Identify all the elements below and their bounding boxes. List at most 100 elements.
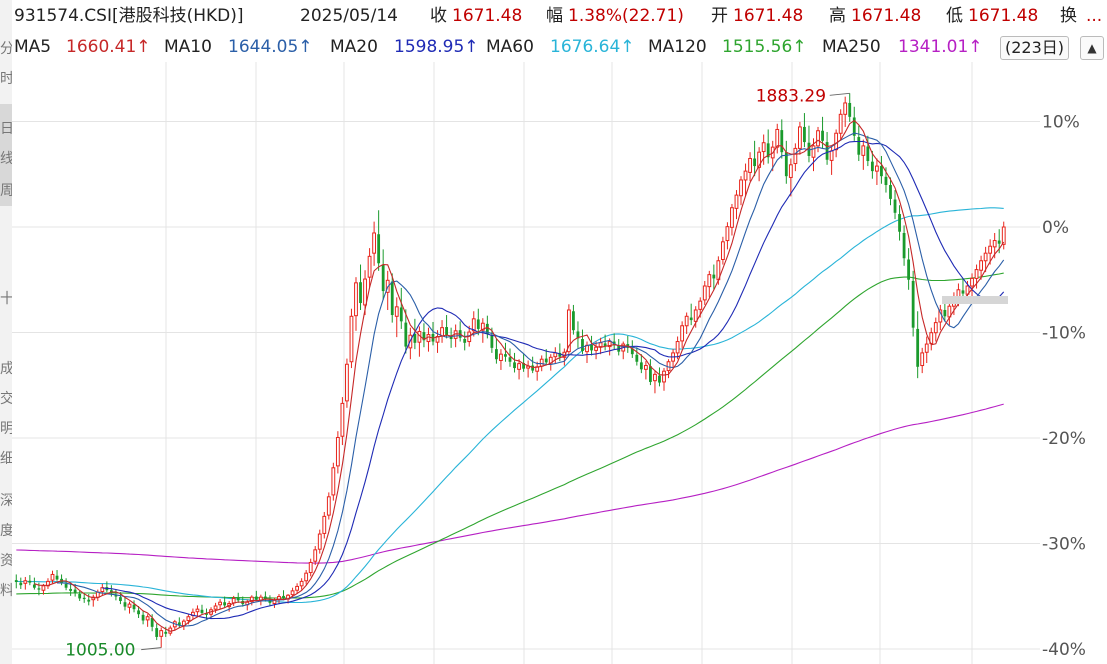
candle-body-up <box>970 277 974 287</box>
candle <box>195 605 200 617</box>
candle-body-up <box>313 549 318 562</box>
candle <box>924 336 929 364</box>
candle <box>326 492 331 520</box>
ma120-line <box>16 272 1004 599</box>
turnover-label: 换 <box>1060 6 1077 26</box>
candle <box>445 315 448 339</box>
candle-body-down <box>531 365 535 371</box>
candle-body-down <box>997 240 1001 244</box>
candle <box>322 511 327 539</box>
left-toolbar-glyph[interactable]: 度 <box>0 523 12 539</box>
candle-body-up <box>363 278 367 306</box>
left-toolbar-glyph[interactable]: 深 <box>0 493 12 509</box>
candle-body-down <box>513 362 516 369</box>
left-toolbar-glyph[interactable]: 交 <box>0 391 12 407</box>
candle <box>263 591 267 602</box>
candle-body-up <box>290 590 295 596</box>
ma60-value: 1676.64↑ <box>550 37 635 57</box>
candle <box>440 320 444 343</box>
candle-body-down <box>961 290 965 294</box>
candle <box>947 302 952 326</box>
low-value: 1671.48 <box>968 6 1039 26</box>
candle <box>585 341 589 364</box>
candle-body-down <box>282 595 285 599</box>
candle-body-up <box>974 269 979 279</box>
candle-body-down <box>916 328 920 367</box>
candle <box>684 312 689 334</box>
candle-body-down <box>150 618 154 627</box>
candle-body-down <box>123 602 127 607</box>
candle-body-up <box>322 515 327 534</box>
period-days-button[interactable]: (223日) <box>1000 36 1070 60</box>
candle <box>793 143 798 172</box>
ma250-polyline <box>16 403 1004 564</box>
candle <box>50 570 55 584</box>
candle-body-down <box>413 333 417 343</box>
candle-body-up <box>734 194 739 209</box>
candle <box>693 306 698 328</box>
candle <box>78 590 82 601</box>
candle <box>852 106 856 141</box>
candle <box>495 339 498 364</box>
candle-body-down <box>572 311 575 331</box>
candle <box>394 297 399 338</box>
y-tick-label: 0% <box>1042 218 1069 238</box>
left-toolbar-glyph[interactable]: 分 <box>0 41 12 57</box>
left-toolbar-glyph[interactable]: 十 <box>0 291 12 307</box>
left-toolbar-strip[interactable]: 分 时 日 线 周 十 成 交 明 细 深 度 资 料 <box>0 0 12 664</box>
left-toolbar-highlight <box>0 104 12 206</box>
more-fields[interactable]: ... <box>1086 6 1103 26</box>
candle-body-down <box>544 358 548 363</box>
security-code: 931574.CSI[港股科技(HKD)] <box>14 6 244 26</box>
candle <box>504 342 507 362</box>
left-toolbar-glyph[interactable]: 周 <box>0 183 12 199</box>
left-toolbar-glyph[interactable]: 料 <box>0 583 12 599</box>
candle-body-up <box>23 580 28 584</box>
candle-body-up <box>367 255 372 278</box>
candle <box>662 368 666 391</box>
candle <box>983 246 988 273</box>
collapse-icon[interactable]: ▲ <box>1080 36 1104 60</box>
candle <box>617 339 621 356</box>
candle <box>666 359 671 379</box>
candle <box>788 158 793 197</box>
candle-body-down <box>55 575 59 580</box>
candle <box>480 318 485 343</box>
candle-body-up <box>653 373 657 382</box>
candle <box>612 333 616 350</box>
candle-body-up <box>326 496 331 516</box>
candle <box>848 93 852 122</box>
ma5-line <box>34 119 1005 632</box>
candle-body-up <box>702 285 707 301</box>
candle <box>28 575 32 586</box>
left-toolbar-glyph[interactable]: 资 <box>0 553 12 569</box>
left-toolbar-glyph[interactable]: 细 <box>0 451 12 467</box>
candle-body-up <box>743 170 748 181</box>
left-toolbar-glyph[interactable]: 成 <box>0 361 12 377</box>
candle-body-down <box>857 137 861 155</box>
ma5-label: MA5 <box>14 37 52 57</box>
high-value: 1671.48 <box>851 6 922 26</box>
candle-body-up <box>349 315 354 363</box>
candle-body-up <box>499 353 503 361</box>
candle-body-down <box>630 348 634 355</box>
candle-body-down <box>649 366 652 382</box>
left-toolbar-glyph[interactable]: 明 <box>0 421 12 437</box>
candle <box>517 359 521 380</box>
candle-body-up <box>331 467 336 496</box>
annotation-leader <box>141 647 162 651</box>
ma60-line <box>16 207 1004 604</box>
candle <box>213 602 218 613</box>
candle-body-up <box>594 346 598 351</box>
moving-average-bar: MA5 1660.41↑ MA10 1644.05↑ MA20 1598.95↑… <box>0 32 1107 62</box>
candle-body-up <box>748 158 752 173</box>
left-toolbar-glyph[interactable]: 时 <box>0 71 12 87</box>
left-toolbar-glyph[interactable]: 线 <box>0 151 12 167</box>
left-toolbar-glyph[interactable]: 日 <box>0 121 12 137</box>
candle <box>902 225 906 266</box>
candle <box>581 329 584 355</box>
candle-body-down <box>268 599 272 603</box>
candle-body-up <box>662 370 666 383</box>
y-tick-label: -40% <box>1042 640 1086 660</box>
